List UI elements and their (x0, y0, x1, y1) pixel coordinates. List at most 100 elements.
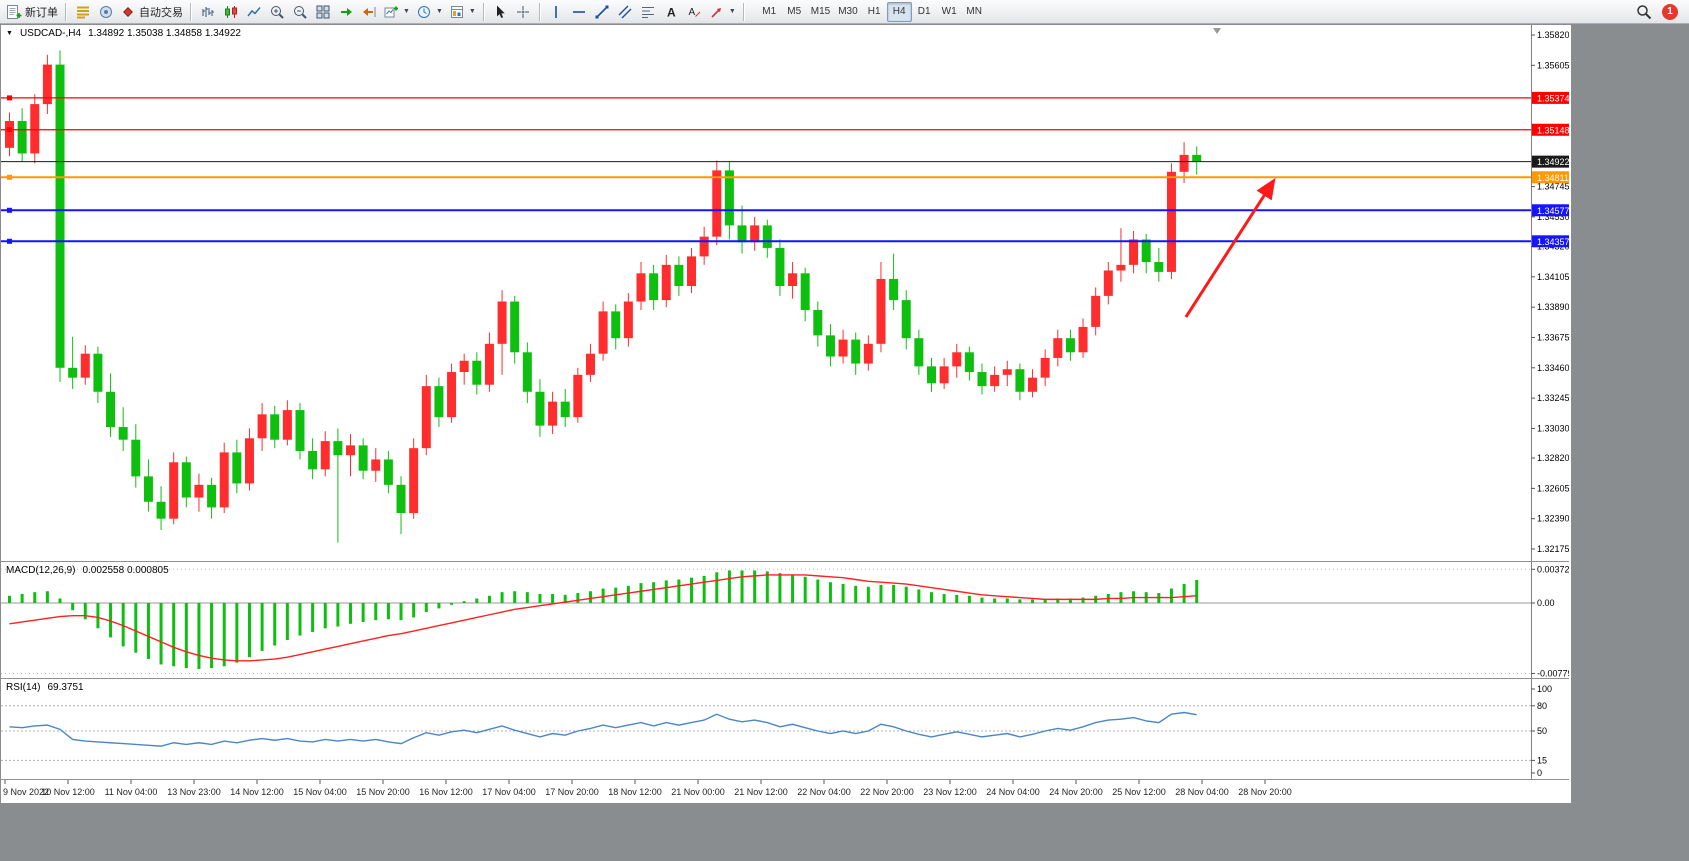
candle (383, 450, 393, 494)
vertical-line-tool-button[interactable] (545, 2, 568, 22)
candle-body (964, 352, 974, 373)
zoom-out-button[interactable] (288, 2, 311, 22)
candle (497, 290, 507, 375)
candle (1040, 349, 1050, 387)
candle (901, 290, 911, 350)
trend-arrow-annotation[interactable] (1184, 177, 1276, 318)
candle (1179, 142, 1189, 184)
rsi-axis-label: 50 (1537, 726, 1547, 736)
auto-scroll-button[interactable] (334, 2, 357, 22)
bar-chart-mode-icon (202, 6, 214, 17)
timeframe-h4-button[interactable]: H4 (886, 1, 912, 22)
candle-body (244, 438, 254, 484)
candle-body (863, 343, 873, 364)
price-tick-label: 1.32820 (1537, 453, 1569, 463)
fibonacci-tool-button[interactable] (637, 2, 660, 22)
candle-body (1129, 239, 1139, 265)
time-label: 28 Nov 20:00 (1238, 787, 1292, 797)
data-window-button[interactable] (94, 2, 117, 22)
market-watch-icon (76, 6, 89, 18)
notification-badge[interactable]: 1 (1662, 3, 1678, 20)
trendline-tool-button[interactable] (591, 2, 614, 22)
candle (409, 438, 419, 519)
line-handle[interactable] (7, 127, 12, 133)
timeframe-d1-button[interactable]: D1 (912, 2, 937, 22)
price-chart-canvas[interactable]: 1.358201.356051.347451.345301.343201.341… (1, 25, 1569, 561)
candle-body (1116, 264, 1126, 271)
auto-trading-button[interactable]: 自动交易 (117, 2, 186, 22)
auto-trading-icon (123, 6, 133, 17)
horizontal-line-tool-button[interactable] (568, 2, 591, 22)
text-tool-button[interactable]: A (660, 2, 683, 22)
candle (560, 388, 570, 428)
crosshair-icon (517, 5, 530, 18)
rsi-chart-canvas[interactable]: 100 80 50 15 0 (1, 679, 1569, 779)
candlestick-mode-button[interactable] (219, 2, 242, 22)
candle-body (674, 264, 684, 287)
candle (80, 345, 90, 385)
candle (1028, 369, 1038, 398)
candle-body (775, 247, 785, 287)
chart-window: 1.358201.356051.347451.345301.343201.341… (0, 24, 1572, 804)
macd-chart-canvas[interactable]: 0.003728 0.00 -0.007792 (1, 562, 1569, 678)
crosshair-tool-button[interactable] (512, 2, 535, 22)
timeframe-m15-button[interactable]: M15 (807, 2, 834, 22)
time-label: 17 Nov 04:00 (482, 787, 536, 797)
candle (914, 329, 924, 375)
chart-shift-marker[interactable] (1213, 28, 1221, 34)
line-handle[interactable] (7, 238, 12, 244)
candle-body (952, 352, 962, 367)
line-chart-mode-button[interactable] (242, 2, 265, 22)
candle-body (383, 459, 393, 485)
templates-button[interactable]: ▼ (446, 2, 479, 22)
time-label: 17 Nov 20:00 (545, 787, 599, 797)
toolbar-right-group: 1 (1636, 3, 1686, 20)
candle (371, 448, 381, 483)
timeframe-m5-button[interactable]: M5 (782, 2, 807, 22)
timeframe-m1-button[interactable]: M1 (757, 2, 782, 22)
candle-body (421, 386, 431, 449)
candle (737, 205, 747, 254)
candle-body (598, 311, 608, 354)
candle-body (1192, 154, 1202, 162)
text-label-tool-icon: A (689, 7, 701, 18)
price-line-badge (1532, 171, 1569, 184)
time-axis[interactable]: 9 Nov 2022 10 Nov 12:00 11 Nov 04:00 13 Nov… (1, 779, 1569, 803)
time-label: 15 Nov 04:00 (293, 787, 347, 797)
candle-body (93, 353, 103, 392)
candle-body (636, 273, 646, 302)
new-chart-button[interactable]: ▼ (380, 2, 413, 22)
macd-pane: 0.0037280.00-0.007792 MACD(12,26,9) 0.00… (1, 561, 1569, 678)
arrows-tool-button[interactable]: ▼ (706, 2, 739, 22)
timeframe-w1-button[interactable]: W1 (937, 2, 962, 22)
candle (93, 346, 103, 404)
text-label-tool-button[interactable]: A (683, 2, 706, 22)
new-order-button[interactable]: 新订单 (3, 2, 61, 22)
cursor-tool-button[interactable] (489, 2, 512, 22)
candle-body (548, 401, 558, 426)
macd-axis-label: 0.003728 (1537, 564, 1569, 574)
search-icon[interactable] (1636, 4, 1652, 20)
svg-text:A: A (689, 7, 696, 18)
timeframe-m30-button[interactable]: M30 (834, 2, 861, 22)
candle-body (409, 448, 419, 514)
candle (724, 161, 734, 240)
candle (661, 254, 671, 308)
tile-windows-button[interactable] (311, 2, 334, 22)
time-label: 22 Nov 20:00 (860, 787, 914, 797)
line-handle[interactable] (7, 207, 12, 213)
timeframe-mn-button[interactable]: MN (962, 2, 987, 22)
timeframe-h1-button[interactable]: H1 (862, 2, 887, 22)
candle-body (358, 445, 368, 471)
candle-body (68, 367, 78, 378)
line-handle[interactable] (7, 95, 12, 101)
expand-arrow-icon[interactable]: ▼ (6, 30, 13, 37)
candle-body (1015, 369, 1025, 392)
zoom-in-button[interactable] (265, 2, 288, 22)
bar-chart-mode-button[interactable] (196, 2, 219, 22)
line-handle[interactable] (7, 174, 12, 180)
periods-button[interactable]: ▼ (413, 2, 446, 22)
chart-shift-button[interactable] (357, 2, 380, 22)
channel-tool-button[interactable] (614, 2, 637, 22)
market-watch-button[interactable] (71, 2, 94, 22)
